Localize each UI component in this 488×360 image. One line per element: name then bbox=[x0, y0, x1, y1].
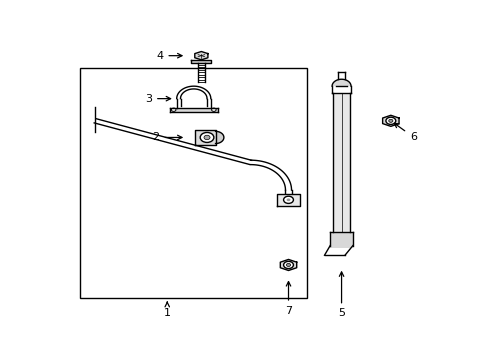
Polygon shape bbox=[329, 232, 352, 248]
Circle shape bbox=[283, 196, 293, 203]
Text: 3: 3 bbox=[145, 94, 170, 104]
Circle shape bbox=[286, 264, 290, 266]
Polygon shape bbox=[332, 93, 349, 232]
Polygon shape bbox=[194, 51, 207, 60]
Text: 1: 1 bbox=[163, 302, 170, 319]
Polygon shape bbox=[169, 108, 217, 112]
Polygon shape bbox=[191, 60, 211, 63]
Text: 2: 2 bbox=[152, 132, 182, 143]
Polygon shape bbox=[280, 260, 296, 270]
Polygon shape bbox=[194, 130, 215, 145]
Circle shape bbox=[211, 108, 216, 111]
Circle shape bbox=[200, 132, 213, 143]
Circle shape bbox=[388, 119, 392, 122]
Circle shape bbox=[171, 108, 176, 111]
Polygon shape bbox=[276, 194, 300, 206]
Circle shape bbox=[283, 261, 293, 269]
Text: 4: 4 bbox=[156, 51, 182, 61]
Polygon shape bbox=[215, 130, 224, 145]
Text: 6: 6 bbox=[393, 123, 416, 142]
Circle shape bbox=[385, 117, 395, 125]
Bar bbox=[80, 68, 307, 298]
Circle shape bbox=[203, 135, 210, 140]
Text: 7: 7 bbox=[285, 282, 291, 316]
Polygon shape bbox=[331, 79, 350, 86]
Polygon shape bbox=[382, 115, 398, 126]
Circle shape bbox=[286, 198, 290, 201]
Text: 5: 5 bbox=[337, 272, 345, 319]
